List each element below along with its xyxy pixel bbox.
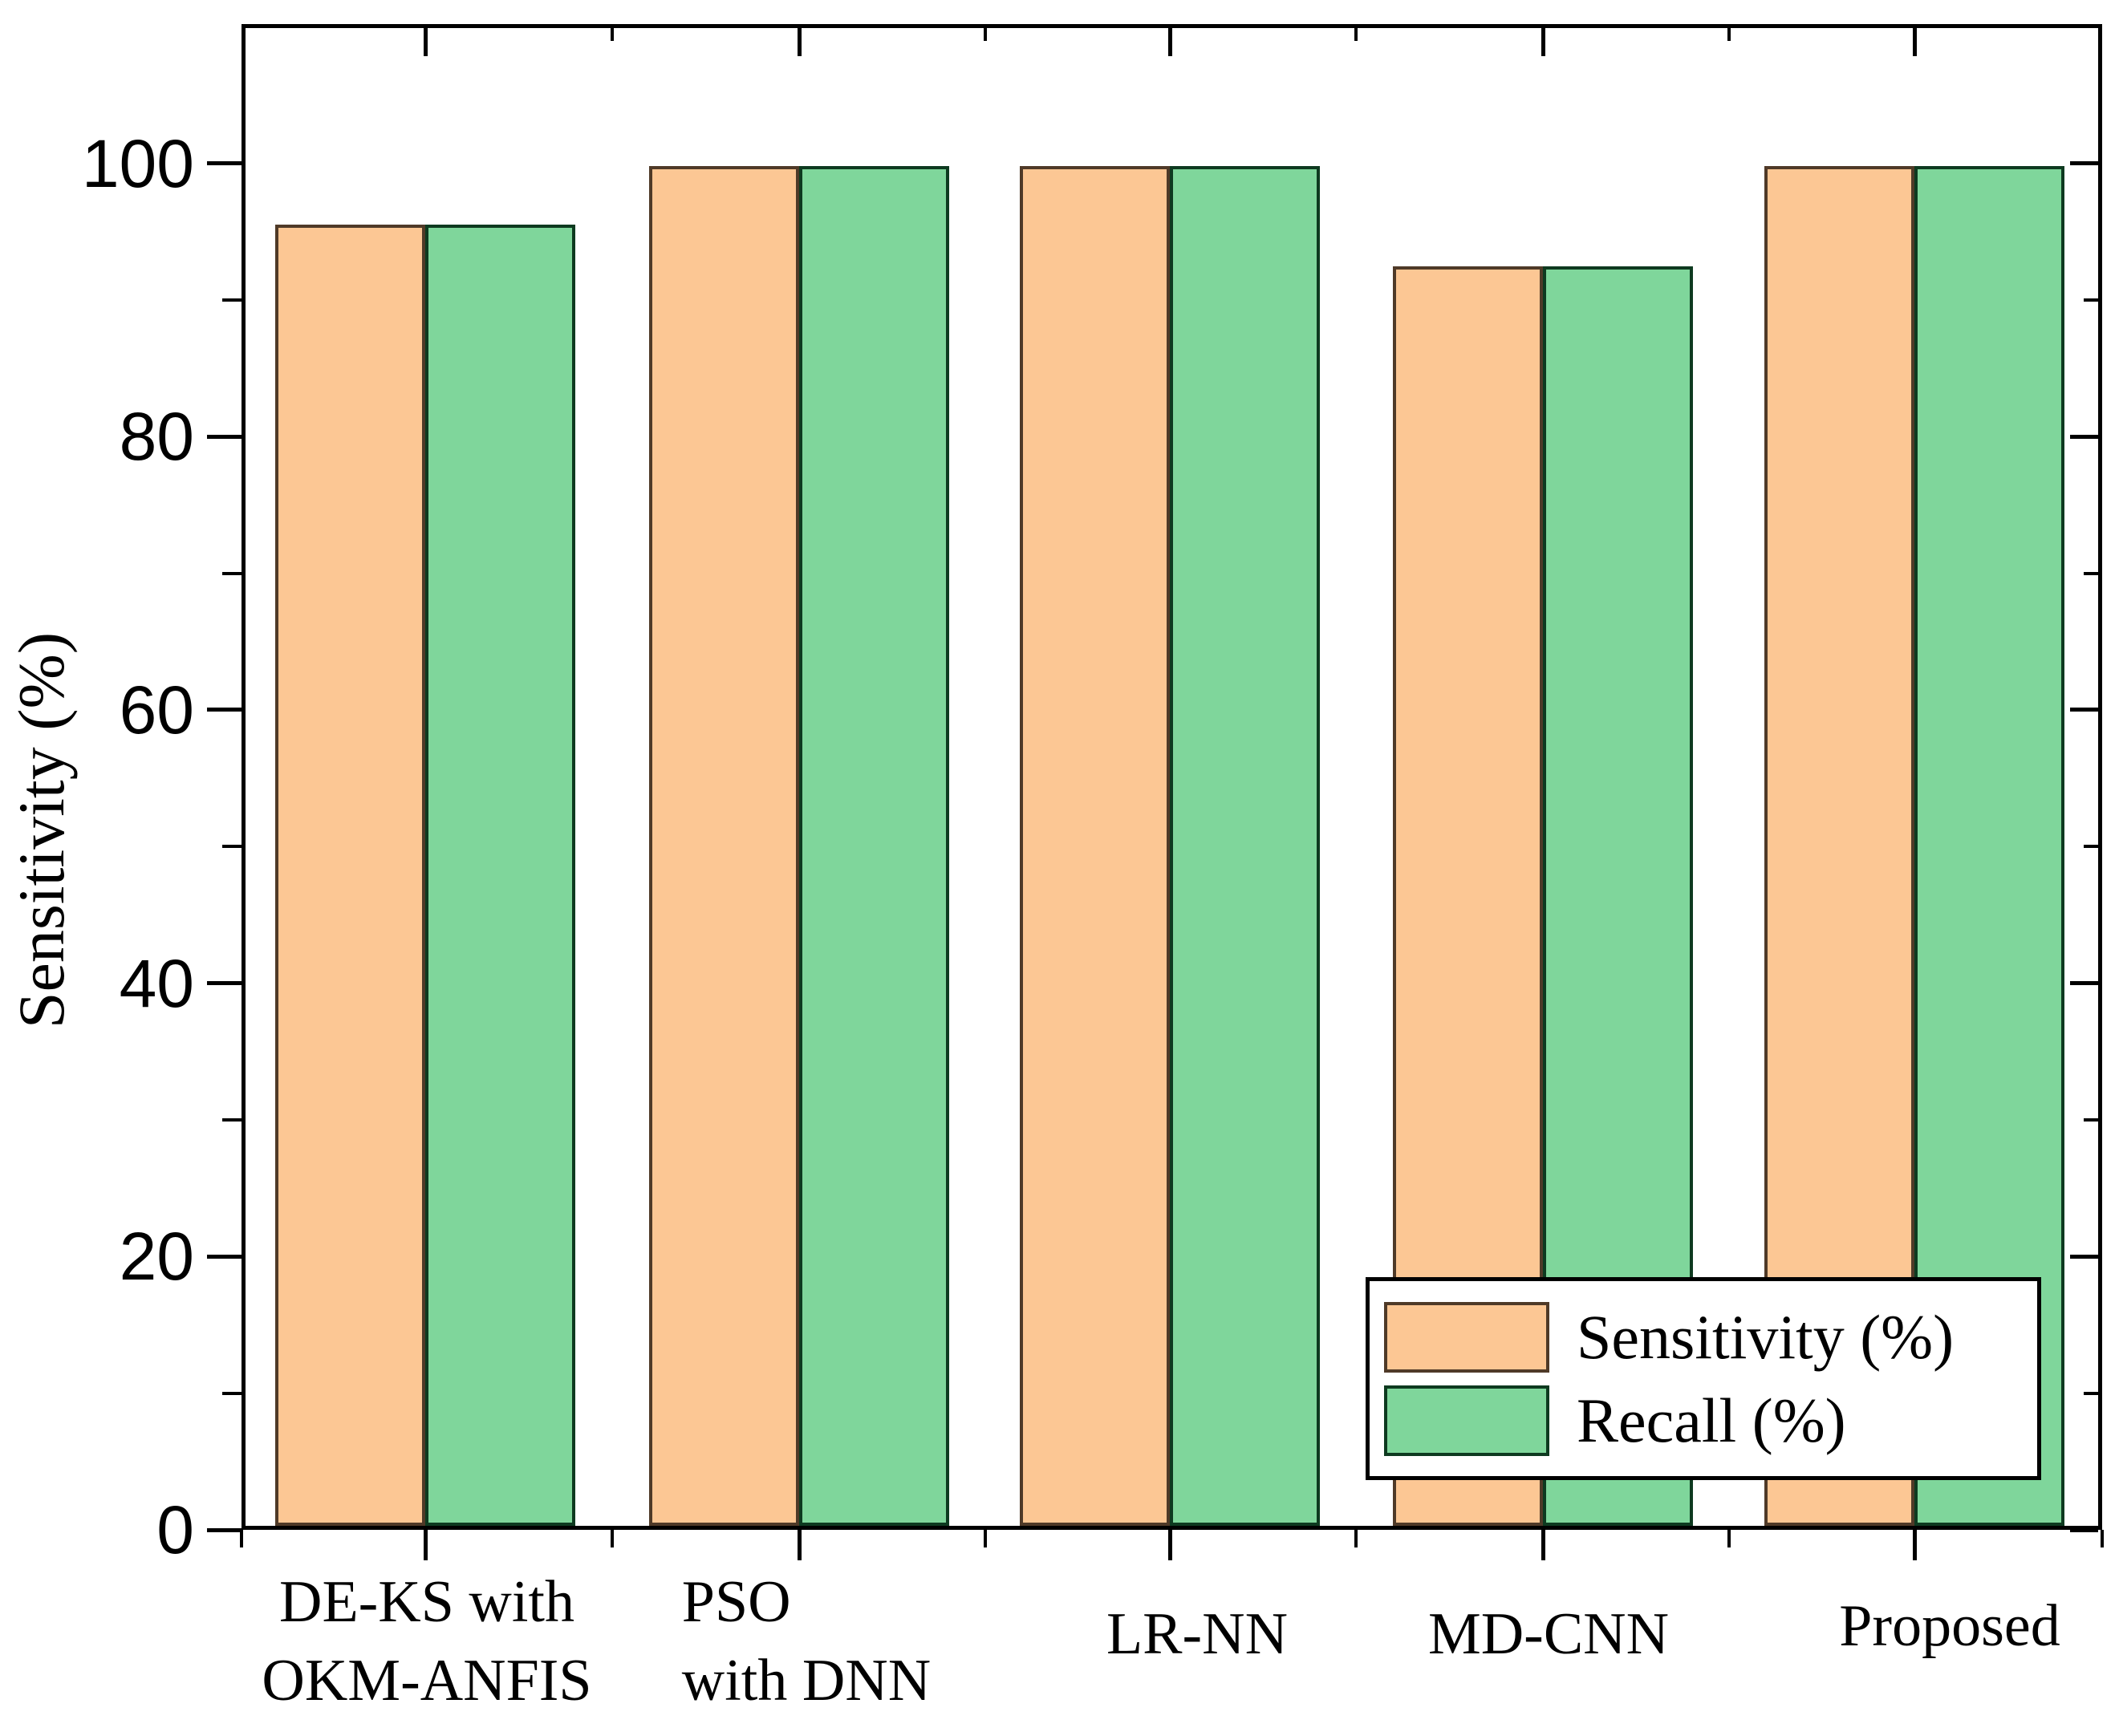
x-tick-label-lr-nn: LR-NN [1106,1601,1289,1667]
y-major-tick-left [207,161,242,166]
legend-label-sensitivity: Sensitivity (%) [1577,1301,1955,1372]
x-major-tick-bottom [1912,1530,1917,1560]
legend-label-recall: Recall (%) [1577,1385,1846,1455]
y-minor-tick-right [2084,1391,2098,1395]
y-major-tick-left [207,981,242,986]
plot-area [242,24,2102,1530]
x-major-tick-top [797,28,802,56]
y-minor-tick-left [222,571,242,575]
y-major-tick-left [207,434,242,439]
y-major-tick-left [207,708,242,712]
y-minor-tick-left [222,1117,242,1122]
x-minor-tick-bottom [610,1530,614,1547]
y-minor-tick-left [222,845,242,849]
y-minor-tick-left [222,298,242,302]
x-major-tick-top [1912,28,1917,56]
legend-swatch-sensitivity [1384,1301,1549,1373]
x-minor-tick-top [610,28,614,41]
x-tick-label-pso-with-dnn: PSO with DNN [681,1569,932,1714]
y-major-tick-right [2070,981,2098,986]
bars-layer [246,28,2098,1526]
x-minor-tick-top [1727,28,1731,41]
x-major-tick-bottom [797,1530,802,1560]
y-tick-label: 100 [81,125,194,201]
y-minor-tick-right [2084,298,2098,302]
x-tick-label-de-ks-with-okm-anfis: DE-KS with OKM-ANFIS [262,1569,592,1714]
y-minor-tick-left [222,1391,242,1395]
y-tick-label: 40 [119,945,194,1021]
y-tick-label: 20 [119,1219,194,1295]
bar-sensitivity-de-ks-with-okm-anfis [274,224,425,1526]
y-major-tick-right [2070,1527,2098,1532]
legend: Sensitivity (%) Recall (%) [1366,1277,2041,1480]
bar-sensitivity-pso-with-dnn [648,165,799,1526]
y-major-tick-right [2070,434,2098,439]
x-minor-tick-top [1354,28,1358,41]
bar-sensitivity-lr-nn [1020,165,1171,1526]
x-minor-tick-bottom [2101,1530,2104,1547]
y-tick-label: 80 [119,399,194,475]
x-minor-tick-top [983,28,987,41]
x-major-tick-bottom [1167,1530,1172,1560]
bar-recall-pso-with-dnn [798,165,949,1526]
x-major-tick-top [423,28,428,56]
x-tick-label-proposed: Proposed [1839,1593,2060,1659]
x-tick-label-md-cnn: MD-CNN [1427,1601,1670,1667]
x-major-tick-top [1167,28,1172,56]
legend-item-sensitivity: Sensitivity (%) [1384,1301,2037,1373]
y-major-tick-right [2070,1254,2098,1259]
y-major-tick-left [207,1254,242,1259]
x-major-tick-bottom [423,1530,428,1560]
bar-recall-de-ks-with-okm-anfis [424,224,575,1526]
y-major-tick-right [2070,161,2098,166]
x-major-tick-bottom [1541,1530,1545,1560]
x-minor-tick-bottom [983,1530,987,1547]
y-tick-label: 60 [119,671,194,748]
y-minor-tick-right [2084,845,2098,849]
x-minor-tick-bottom [1354,1530,1358,1547]
y-major-tick-right [2070,708,2098,712]
x-minor-tick-bottom [1727,1530,1731,1547]
x-major-tick-top [1541,28,1545,56]
y-tick-label: 0 [156,1492,194,1568]
x-minor-tick-bottom [240,1530,243,1547]
y-minor-tick-right [2084,1117,2098,1122]
y-minor-tick-right [2084,571,2098,575]
legend-swatch-recall [1384,1385,1549,1456]
legend-item-recall: Recall (%) [1384,1385,2037,1457]
y-major-tick-left [207,1527,242,1532]
bar-recall-lr-nn [1170,165,1321,1526]
